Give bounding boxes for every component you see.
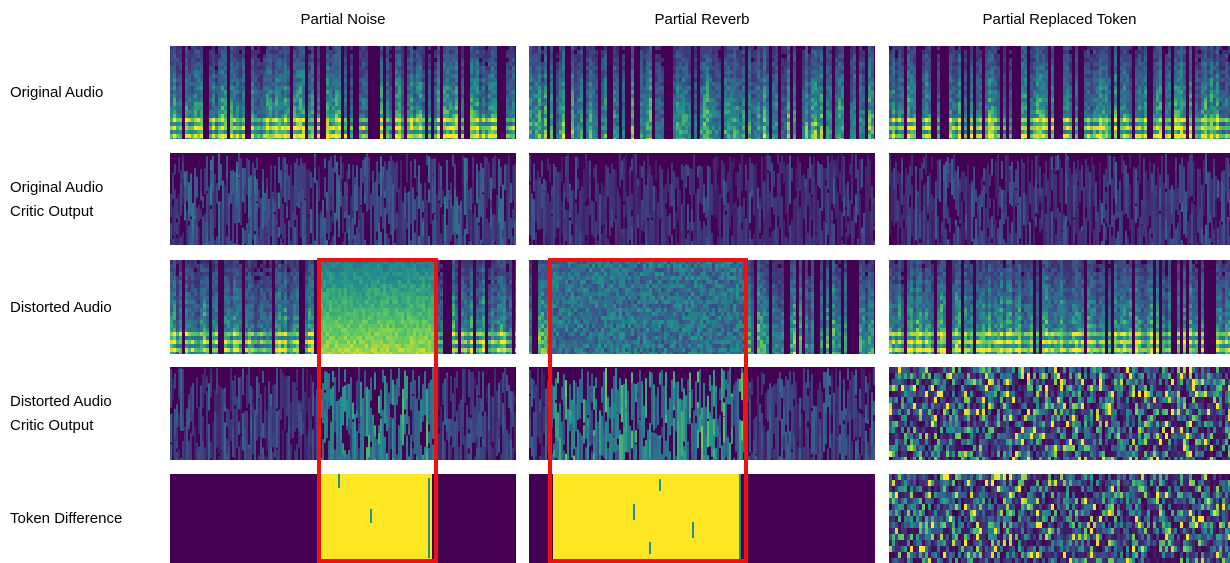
difference-region bbox=[553, 474, 741, 563]
row-label-line: Critic Output bbox=[10, 417, 94, 434]
row-label-line: Distorted Audio bbox=[10, 393, 112, 410]
panel-r1-c1 bbox=[529, 153, 875, 245]
row-label-line: Distorted Audio bbox=[10, 299, 112, 316]
column-header-partial-reverb: Partial Reverb bbox=[654, 11, 750, 28]
panel-r4-c1 bbox=[529, 474, 875, 563]
row-label-distorted-audio: Distorted Audio bbox=[10, 262, 160, 354]
panel-r1-c0 bbox=[170, 153, 516, 245]
spectrogram-image bbox=[889, 474, 1230, 563]
spectrogram-image bbox=[889, 260, 1230, 354]
difference-region bbox=[320, 474, 432, 563]
panel-r3-c1 bbox=[529, 367, 875, 460]
panel-r2-c1 bbox=[529, 260, 875, 354]
panel-background bbox=[889, 46, 1230, 139]
panel-r0-c1 bbox=[529, 46, 875, 139]
panel-r0-c0 bbox=[170, 46, 516, 139]
panel-r4-c0 bbox=[170, 474, 516, 563]
panel-r3-c0 bbox=[170, 367, 516, 460]
spectrogram-image bbox=[170, 260, 516, 354]
panel-r1-c2 bbox=[889, 153, 1230, 245]
spectrogram-image bbox=[889, 46, 1230, 139]
panel-r2-c2 bbox=[889, 260, 1230, 354]
column-header-partial-noise: Partial Noise bbox=[300, 11, 386, 28]
spectrogram-image bbox=[529, 367, 875, 460]
row-label-line: Critic Output bbox=[10, 203, 94, 220]
panel-r4-c2 bbox=[889, 474, 1230, 563]
row-label-token-difference: Token Difference bbox=[10, 474, 160, 563]
spectrogram-image bbox=[170, 367, 516, 460]
spectrogram-image bbox=[529, 260, 875, 354]
panel-background bbox=[170, 46, 516, 139]
row-label-line: Token Difference bbox=[10, 509, 123, 527]
spectrogram-image bbox=[529, 474, 875, 563]
row-label-distorted-critic-output: Distorted Audio Critic Output bbox=[10, 368, 160, 460]
spectrogram-image bbox=[529, 46, 875, 139]
row-label-line: Original Audio bbox=[10, 179, 104, 196]
spectrogram-image bbox=[170, 474, 516, 563]
spectrogram-image bbox=[529, 153, 875, 245]
row-label-original-audio: Original Audio bbox=[10, 48, 160, 138]
row-label-original-critic-output: Original Audio Critic Output bbox=[10, 154, 160, 246]
spectrogram-image bbox=[170, 46, 516, 139]
panel-r2-c0 bbox=[170, 260, 516, 354]
panel-r0-c2 bbox=[889, 46, 1230, 139]
column-header-partial-replaced-token: Partial Replaced Token bbox=[982, 11, 1137, 28]
panel-r3-c2 bbox=[889, 367, 1230, 460]
spectrogram-image bbox=[170, 153, 516, 245]
spectrogram-image bbox=[889, 367, 1230, 460]
row-label-line: Original Audio bbox=[10, 84, 104, 101]
spectrogram-image bbox=[889, 153, 1230, 245]
